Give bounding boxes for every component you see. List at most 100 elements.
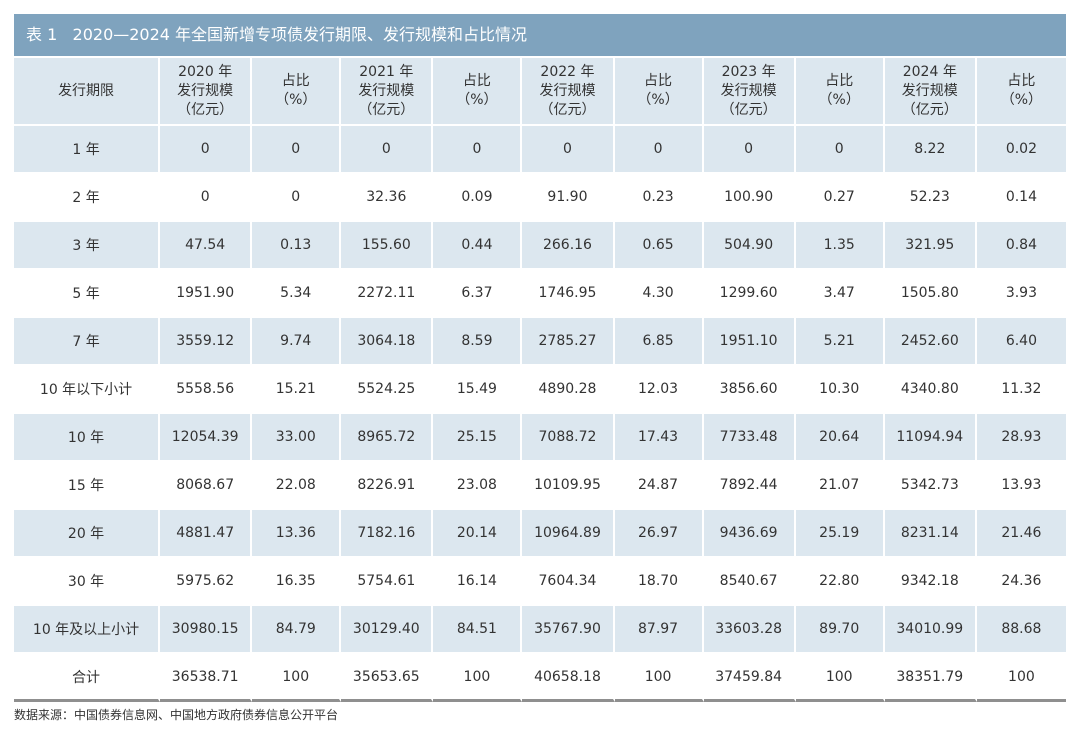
pct-cell: 12.03: [614, 366, 704, 414]
pct-cell: 84.51: [433, 606, 523, 654]
pct-cell: 22.08: [252, 462, 342, 510]
header-line: 占比: [1007, 73, 1036, 89]
table-title: 表 1 2020—2024 年全国新增专项债发行期限、发行规模和占比情况: [14, 14, 1066, 56]
table-row: 10 年以下小计 5558.56 15.21 5524.25 15.49 4890.28 1…: [14, 366, 1066, 414]
value-cell: 0: [341, 126, 434, 174]
value-cell: 2452.60: [884, 318, 977, 366]
value-cell: 7604.34: [522, 558, 615, 606]
value-cell: 1505.80: [884, 270, 977, 318]
value-cell: 100.90: [703, 174, 796, 222]
header-2023-value: 2023 年 发行规模 （亿元）: [703, 58, 796, 126]
pct-cell: 25.19: [795, 510, 885, 558]
pct-cell: 21.46: [976, 510, 1066, 558]
header-line: 2020 年: [178, 63, 233, 80]
header-line: 2021 年: [359, 63, 414, 80]
table-row: 5 年 1951.90 5.34 2272.11 6.37 1746.95 4.30 1299…: [14, 270, 1066, 318]
header-line: 发行规模: [720, 82, 777, 99]
value-cell: 52.23: [884, 174, 977, 222]
pct-cell: 20.14: [433, 510, 523, 558]
header-line: （%）: [1000, 92, 1043, 108]
header-line: 占比: [281, 73, 310, 89]
row-label: 10 年: [14, 414, 161, 462]
pct-cell: 0.02: [976, 126, 1066, 174]
row-label: 5 年: [14, 270, 161, 318]
value-cell: 30980.15: [160, 606, 253, 654]
pct-cell: 0: [252, 126, 342, 174]
value-cell: 7733.48: [703, 414, 796, 462]
pct-cell: 24.87: [614, 462, 704, 510]
value-cell: 8965.72: [341, 414, 434, 462]
row-label: 10 年以下小计: [14, 366, 161, 414]
pct-cell: 89.70: [795, 606, 885, 654]
pct-cell: 5.21: [795, 318, 885, 366]
value-cell: 34010.99: [884, 606, 977, 654]
row-label: 3 年: [14, 222, 161, 270]
header-line: （亿元）: [901, 101, 958, 118]
row-label: 2 年: [14, 174, 161, 222]
value-cell: 7088.72: [522, 414, 615, 462]
table-body: 1 年 0 0 0 0 0 0 0 0 8.22 0.02 2 年 0 0 32.36 0.09 91.90 0.…: [14, 126, 1066, 702]
pct-cell: 6.37: [433, 270, 523, 318]
header-line: （亿元）: [720, 101, 777, 118]
pct-cell: 100: [433, 654, 523, 702]
table-row: 3 年 47.54 0.13 155.60 0.44 266.16 0.65 504.90 1.…: [14, 222, 1066, 270]
pct-cell: 100: [795, 654, 885, 702]
pct-cell: 0: [433, 126, 523, 174]
pct-cell: 0.44: [433, 222, 523, 270]
value-cell: 37459.84: [703, 654, 796, 702]
header-line: 占比: [462, 73, 491, 89]
header-line: 2024 年: [902, 63, 957, 80]
value-cell: 0: [703, 126, 796, 174]
value-cell: 1951.90: [160, 270, 253, 318]
row-label: 1 年: [14, 126, 161, 174]
header-2023-pct: 占比 （%）: [795, 58, 885, 126]
pct-cell: 11.32: [976, 366, 1066, 414]
value-cell: 504.90: [703, 222, 796, 270]
header-2021-pct: 占比 （%）: [433, 58, 523, 126]
pct-cell: 23.08: [433, 462, 523, 510]
value-cell: 266.16: [522, 222, 615, 270]
value-cell: 5524.25: [341, 366, 434, 414]
value-cell: 3064.18: [341, 318, 434, 366]
value-cell: 91.90: [522, 174, 615, 222]
pct-cell: 10.30: [795, 366, 885, 414]
table-row: 2 年 0 0 32.36 0.09 91.90 0.23 100.90 0.27 52.23 0.…: [14, 174, 1066, 222]
value-cell: 10964.89: [522, 510, 615, 558]
pct-cell: 24.36: [976, 558, 1066, 606]
row-label: 30 年: [14, 558, 161, 606]
pct-cell: 15.21: [252, 366, 342, 414]
header-line: （亿元）: [358, 101, 415, 118]
value-cell: 35767.90: [522, 606, 615, 654]
value-cell: 8226.91: [341, 462, 434, 510]
pct-cell: 0.13: [252, 222, 342, 270]
pct-cell: 88.68: [976, 606, 1066, 654]
pct-cell: 17.43: [614, 414, 704, 462]
header-2022-value: 2022 年 发行规模 （亿元）: [522, 58, 615, 126]
header-2024-pct: 占比 （%）: [976, 58, 1066, 126]
header-line: 发行规模: [358, 82, 415, 99]
table-row: 1 年 0 0 0 0 0 0 0 0 8.22 0.02: [14, 126, 1066, 174]
header-line: （%）: [637, 92, 679, 108]
value-cell: 36538.71: [160, 654, 253, 702]
row-label: 7 年: [14, 318, 161, 366]
pct-cell: 13.36: [252, 510, 342, 558]
pct-cell: 6.40: [976, 318, 1066, 366]
pct-cell: 6.85: [614, 318, 704, 366]
pct-cell: 3.93: [976, 270, 1066, 318]
header-term: 发行期限: [14, 58, 161, 126]
pct-cell: 0: [795, 126, 885, 174]
table-row: 15 年 8068.67 22.08 8226.91 23.08 10109.95 24.8…: [14, 462, 1066, 510]
header-line: 发行规模: [901, 82, 958, 99]
data-table: 发行期限 2020 年 发行规模 （亿元） 占比 （%） 2021 年 发行规模…: [14, 58, 1066, 702]
row-label: 10 年及以上小计: [14, 606, 161, 654]
value-cell: 4881.47: [160, 510, 253, 558]
header-line: 占比: [644, 73, 673, 89]
value-cell: 0: [522, 126, 615, 174]
pct-cell: 20.64: [795, 414, 885, 462]
value-cell: 33603.28: [703, 606, 796, 654]
pct-cell: 8.59: [433, 318, 523, 366]
header-line: 发行规模: [539, 82, 596, 99]
pct-cell: 16.35: [252, 558, 342, 606]
pct-cell: 33.00: [252, 414, 342, 462]
value-cell: 40658.18: [522, 654, 615, 702]
